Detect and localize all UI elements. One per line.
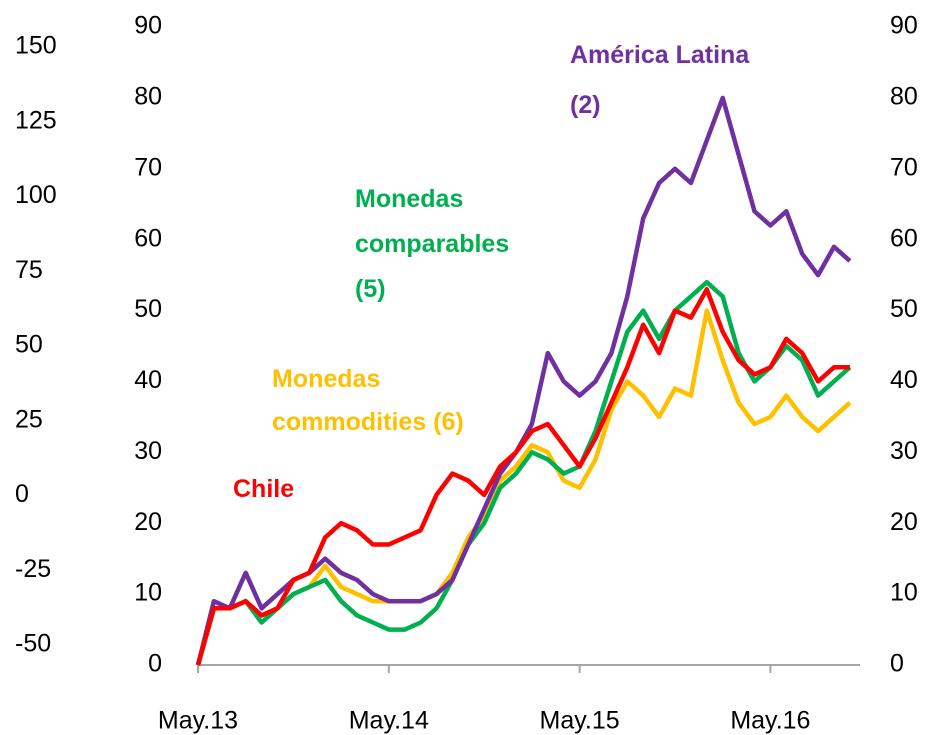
- y2-tick-label: 0: [890, 650, 904, 678]
- series-label: Monedas comparables (5): [355, 185, 509, 303]
- y2-tick-label: 90: [890, 12, 918, 40]
- y-tick-label: 60: [134, 224, 162, 252]
- series-label-line: comparables: [355, 230, 509, 258]
- y2-tick-label: 80: [890, 82, 918, 110]
- y-tick-label: 30: [134, 437, 162, 465]
- y2-tick-label: 30: [890, 437, 918, 465]
- x-tick-label: May.13: [158, 707, 238, 735]
- series-label-line: commodities (6): [272, 408, 464, 436]
- y-tick-label: 90: [134, 12, 162, 40]
- y3-tick-label: 150: [15, 32, 57, 60]
- series-label-line: América Latina: [570, 41, 750, 69]
- y3-tick-label: -50: [15, 630, 51, 658]
- series-label-line: Monedas: [272, 365, 380, 393]
- series-label-line: Chile: [233, 475, 294, 503]
- y2-tick-label: 40: [890, 366, 918, 394]
- y3-tick-label: 25: [15, 405, 43, 433]
- x-tick-label: May.14: [349, 707, 429, 735]
- y3-tick-label: 0: [15, 480, 29, 508]
- y3-tick-label: 75: [15, 256, 43, 284]
- y-tick-label: 40: [134, 366, 162, 394]
- series-label: Monedas commodities (6): [272, 365, 464, 436]
- series-line: [195, 279, 852, 666]
- y-tick-label: 0: [148, 650, 162, 678]
- series-label-line: Monedas: [355, 185, 463, 213]
- y3-tick-label: -25: [15, 555, 51, 583]
- y2-tick-label: 10: [890, 579, 918, 607]
- series-label: Chile: [233, 475, 294, 503]
- y3-tick-label: 125: [15, 106, 57, 134]
- y-tick-label: 80: [134, 82, 162, 110]
- y2-tick-label: 20: [890, 508, 918, 536]
- y-tick-label: 20: [134, 508, 162, 536]
- y-tick-label: 50: [134, 295, 162, 323]
- y-tick-label: 10: [134, 579, 162, 607]
- y3-tick-label: 50: [15, 331, 43, 359]
- x-tick-label: May.15: [540, 707, 620, 735]
- series-line: [195, 287, 850, 666]
- series-label: América Latina (2): [570, 41, 750, 119]
- x-tick-label: May.16: [730, 707, 810, 735]
- y-tick-label: 70: [134, 153, 162, 181]
- y2-tick-label: 70: [890, 153, 918, 181]
- y3-tick-label: 100: [15, 181, 57, 209]
- series-label-line: (2): [570, 91, 601, 119]
- series-label-line: (5): [355, 275, 386, 303]
- y2-tick-label: 60: [890, 224, 918, 252]
- y2-tick-label: 50: [890, 295, 918, 323]
